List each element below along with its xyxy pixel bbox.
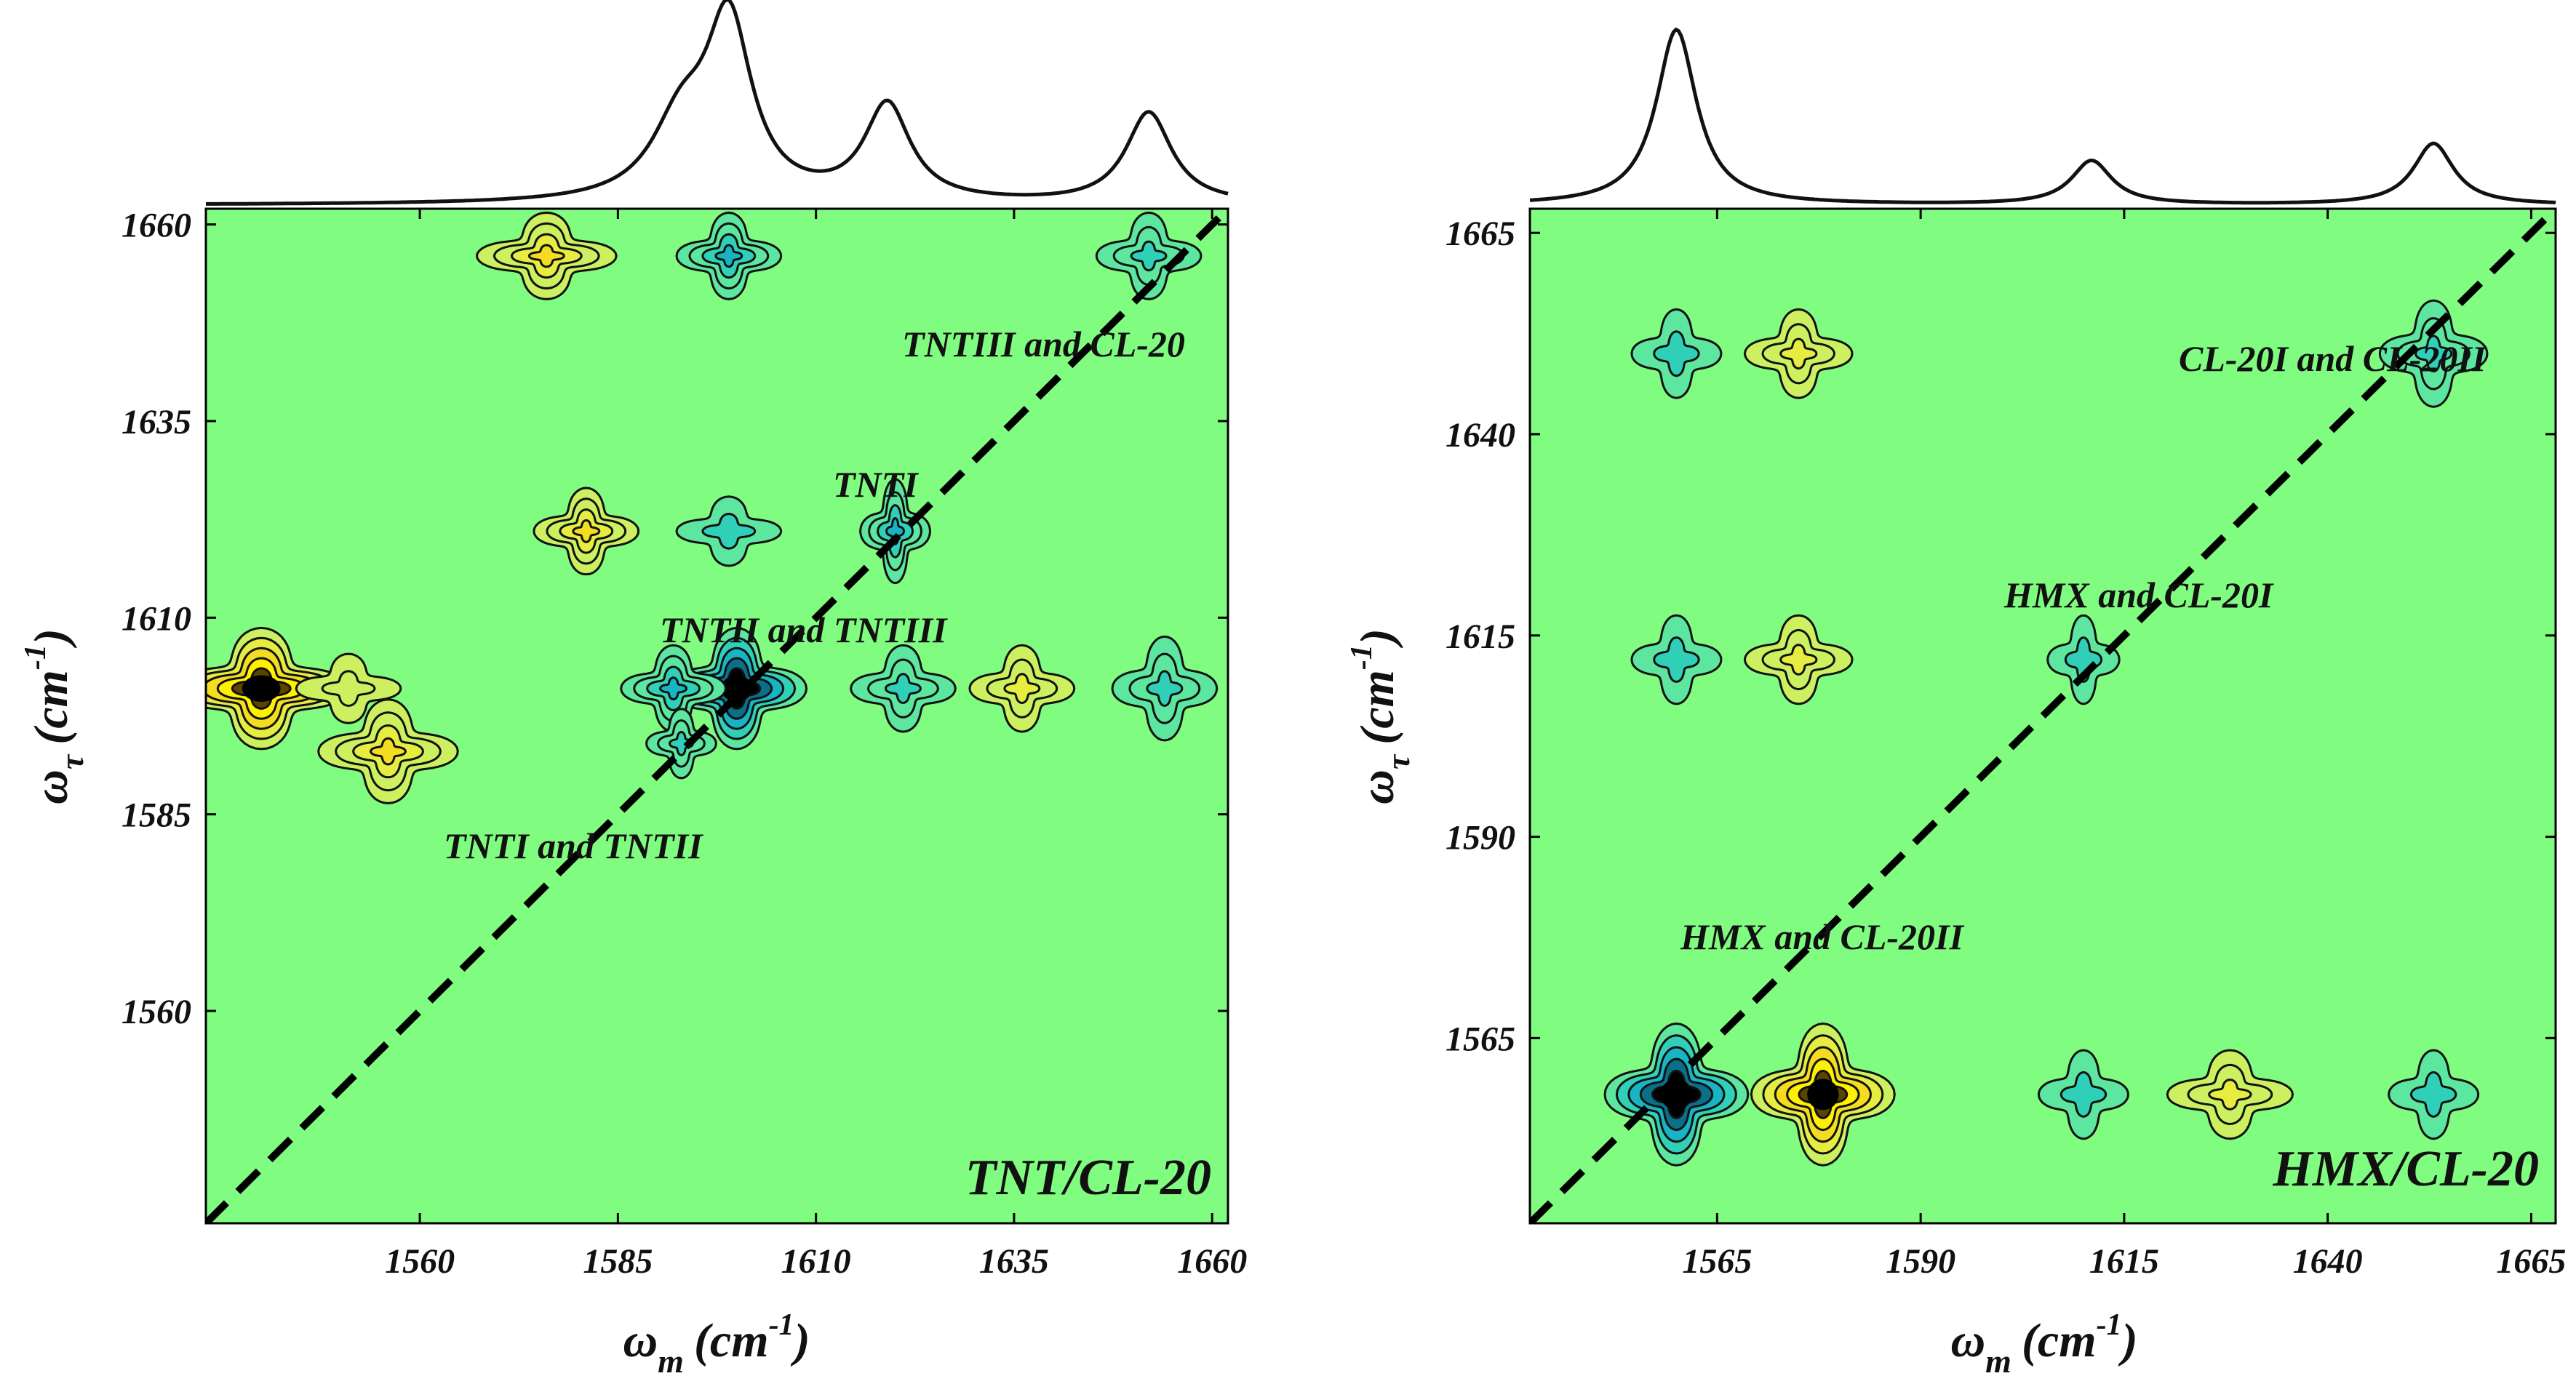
contour-level (2208, 1079, 2252, 1111)
x-tick-label: 1660 (1177, 1242, 1247, 1281)
contour-level (659, 676, 688, 701)
contour-spot (295, 652, 402, 724)
x-tick-label: 1590 (1886, 1242, 1955, 1281)
contour-spot (968, 644, 1076, 733)
panel-hmx-cl20: 1565 1590 1615 1640 1665 1565 1590 1615 1640 166… (1345, 27, 2566, 1380)
contour-spot (850, 644, 957, 733)
y-tick-label: 1565 (1445, 1020, 1515, 1058)
annotation-tntii-tntiii: TNTII and TNTIII (660, 609, 948, 650)
x-ticks: 1560 1585 1610 1635 1660 (385, 209, 1247, 1281)
contour-spot (475, 211, 618, 300)
plot-frame (204, 207, 1229, 1225)
y-tick-label: 1665 (1445, 215, 1515, 253)
contour-spot (1743, 614, 1854, 705)
contour-spot (206, 626, 350, 751)
y-axis-label: ωτ(cm-1) (1345, 628, 1416, 804)
panel-label: HMX/CL-20 (2272, 1141, 2539, 1197)
contour-spot (1750, 1022, 1896, 1167)
y-tick-label: 1640 (1445, 416, 1515, 455)
contour-level (668, 730, 695, 756)
contour-level (321, 670, 376, 707)
y-tick-label: 1590 (1445, 819, 1515, 857)
contour-level (2414, 335, 2453, 373)
contour-spot (675, 211, 783, 300)
contour-spot (1095, 211, 1203, 300)
contour-level (527, 244, 565, 268)
x-axis-label: ωm (cm-1) (623, 1308, 810, 1380)
x-tick-label: 1585 (583, 1242, 653, 1281)
contour-spot (620, 644, 727, 733)
annotation-tntiii-cl20: TNTIII and CL-20 (902, 324, 1185, 364)
contour-level (701, 513, 757, 550)
diagonal-line (1530, 209, 2556, 1223)
annotation-cl20i-cl20ii: CL-20I and CL-20II (2179, 338, 2487, 379)
contour-spot (1111, 635, 1219, 742)
contour-level (1653, 636, 1700, 683)
contour-level (2059, 1071, 2108, 1118)
x-tick-label: 1665 (2496, 1242, 2566, 1281)
annotation-hmx-cl20ii: HMX and CL-20II (1680, 916, 1965, 957)
contour-peak-core (1807, 1079, 1839, 1111)
x-tick-label: 1635 (979, 1242, 1049, 1281)
y-tick-label: 1585 (121, 796, 191, 835)
contour-spot (1743, 308, 1854, 399)
contour-level (1779, 337, 1818, 370)
top-spectrum-line (1529, 27, 2556, 205)
y-ticks: 1565 1590 1615 1640 1665 (1445, 215, 2556, 1058)
x-axis-label: ωm (cm-1) (1950, 1308, 2137, 1380)
annotation-tnti-tntii: TNTI and TNTII (444, 825, 703, 866)
annotation-tnti: TNTI (833, 464, 919, 505)
x-tick-label: 1640 (2293, 1242, 2363, 1281)
contour-spot (2037, 1049, 2130, 1140)
y-tick-label: 1615 (1445, 617, 1515, 656)
contour-spot (533, 487, 640, 576)
contour-level (1130, 240, 1168, 272)
top-spectrum-line (206, 0, 1229, 206)
y-tick-label: 1560 (121, 993, 191, 1031)
contour-level (1003, 673, 1041, 705)
contour-level (714, 244, 743, 268)
contour-peak-core (721, 675, 752, 702)
contour-spot (1630, 614, 1723, 705)
y-tick-label: 1635 (121, 403, 191, 441)
diagonal-line (206, 209, 1228, 1223)
contour-spot (2166, 1049, 2294, 1140)
annotation-hmx-cl20i: HMX and CL-20I (2003, 575, 2274, 615)
x-tick-label: 1565 (1682, 1242, 1752, 1281)
contour-level (2409, 1071, 2457, 1118)
y-tick-label: 1610 (121, 599, 191, 638)
contour-level (1779, 644, 1818, 676)
contour-spot (675, 495, 783, 567)
contour-peak-core (242, 675, 281, 702)
contour-level (1146, 670, 1184, 707)
contour-level (369, 737, 407, 766)
x-tick-label: 1610 (781, 1242, 851, 1281)
x-ticks: 1565 1590 1615 1640 1665 (1682, 209, 2566, 1281)
contour-spot (859, 478, 932, 585)
panel-tnt-cl20: 1560 1585 1610 1635 1660 1560 1585 1610 1635 166… (19, 0, 1247, 1380)
y-tick-label: 1660 (121, 207, 191, 245)
contour-level (884, 673, 922, 705)
contour-level (572, 519, 601, 543)
x-tick-label: 1615 (2089, 1242, 2159, 1281)
contour-level (1653, 330, 1700, 377)
x-tick-label: 1560 (385, 1242, 455, 1281)
contour-spot (2378, 299, 2489, 408)
contour-spot (317, 698, 459, 805)
y-axis-label: ωτ(cm-1) (19, 628, 90, 804)
contour-spots (206, 211, 1219, 805)
contour-spot (1630, 308, 1723, 399)
contour-peak-core (1660, 1079, 1693, 1111)
y-ticks: 1560 1585 1610 1635 1660 (121, 207, 1228, 1031)
contour-spot (2388, 1049, 2480, 1140)
panel-label: TNT/CL-20 (965, 1150, 1211, 1206)
contour-spot (645, 708, 717, 780)
plot-frame (1528, 207, 2557, 1225)
